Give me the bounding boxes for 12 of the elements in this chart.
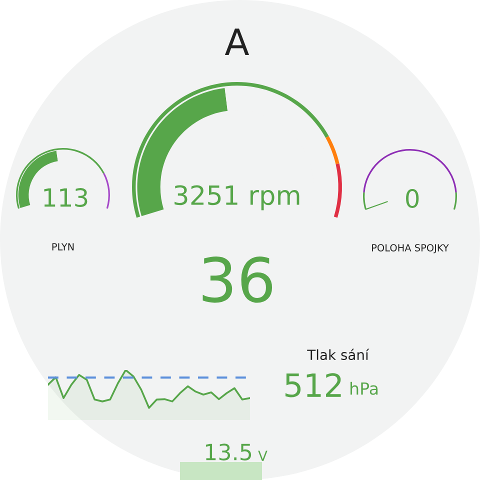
text: 13.5 [206,444,252,460]
text: Tlak sání [307,348,370,360]
text: 512 [285,373,341,398]
text: 3251 rpm [174,185,300,210]
text: 113 [44,188,88,207]
text: V [258,450,268,461]
text: 36 [202,256,272,303]
text: PLYN [52,243,74,250]
text: A [224,28,250,55]
text: POLOHA SPOJKY [372,244,449,254]
text: 0 [406,189,419,208]
text: hPa [350,382,378,395]
